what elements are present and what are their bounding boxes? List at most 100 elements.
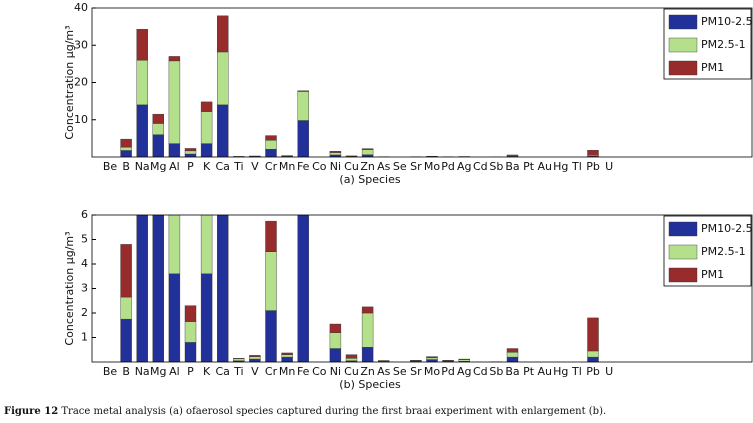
bar-segment xyxy=(200,101,213,112)
x-tick-label: Cu xyxy=(344,160,359,173)
bar-segment xyxy=(265,251,277,311)
x-tick-label: Ag xyxy=(457,160,472,173)
chart: Be B Na Mg Al P K Ca Ti V Cr Mn Fe Co Ni Cu Zn As Se Sr Mo Pd… xyxy=(63,0,753,391)
bar-segment xyxy=(426,357,438,360)
x-tick-label: Pt xyxy=(523,365,535,378)
bar-segment xyxy=(152,123,165,135)
plot-frame xyxy=(91,7,753,158)
legend-label: PM1 xyxy=(701,268,724,281)
bar-segment xyxy=(184,342,197,362)
x-tick-label: V xyxy=(251,160,259,173)
bar-segment xyxy=(201,0,212,63)
x-tick-label: Au xyxy=(537,365,552,378)
legend-label: PM10-2.5 xyxy=(701,222,753,235)
x-tick-label: As xyxy=(377,160,391,173)
x-tick-label: B xyxy=(122,160,130,173)
x-tick-label: Be xyxy=(103,160,118,173)
bar-segment xyxy=(216,215,229,362)
caption-label: Figure 12 xyxy=(4,406,58,417)
x-tick-label: Sb xyxy=(489,160,503,173)
bar-segment xyxy=(587,150,599,156)
bar-segment xyxy=(184,305,197,322)
bar-segment xyxy=(345,155,358,157)
x-tick-label: Ca xyxy=(215,160,229,173)
bar-segment xyxy=(136,29,148,61)
y-tick-label: 40 xyxy=(74,1,88,14)
bar-segment xyxy=(345,354,358,359)
x-tick-label: Mo xyxy=(424,160,440,173)
x-tick-label: K xyxy=(203,365,211,378)
bar-segment xyxy=(233,358,245,361)
x-tick-label: Na xyxy=(135,160,150,173)
bar-segment xyxy=(265,148,277,157)
legend-swatch xyxy=(668,267,698,283)
bar-segment xyxy=(136,104,148,157)
bar-segment xyxy=(200,143,213,157)
x-tick-label: Ni xyxy=(330,160,341,173)
y-axis-label: Concentration µg/m³ xyxy=(63,25,76,139)
caption-text: Trace metal analysis (a) ofaerosol speci… xyxy=(61,406,606,417)
bar-segment xyxy=(249,356,261,360)
x-tick-label: Ag xyxy=(457,365,472,378)
bar-segment xyxy=(265,310,277,362)
x-tick-label: Na xyxy=(135,365,150,378)
bars xyxy=(120,0,599,362)
x-tick-label: Se xyxy=(393,160,407,173)
y-tick-label: 3 xyxy=(81,282,88,295)
x-tick-label: Pd xyxy=(441,365,455,378)
x-tick-label: Ni xyxy=(330,365,341,378)
bar-segment xyxy=(120,244,132,298)
bar-segment xyxy=(200,215,213,274)
bar-segment xyxy=(506,356,519,362)
legend-swatch xyxy=(668,14,698,30)
x-tick-label: Co xyxy=(312,160,327,173)
caption: Figure 12 Trace metal analysis (a) ofaer… xyxy=(4,406,606,417)
bar-segment xyxy=(168,273,181,362)
x-tick-label: Cr xyxy=(265,160,278,173)
x-tick-label: Mn xyxy=(279,365,295,378)
bar-segment xyxy=(168,215,181,275)
x-tick-label: U xyxy=(605,365,613,378)
x-tick-label: Tl xyxy=(571,365,582,378)
bar-segment xyxy=(361,148,374,150)
bar-segment xyxy=(506,154,519,156)
x-tick-label: P xyxy=(187,160,194,173)
x-tick-label: Ca xyxy=(215,365,229,378)
x-tick-label: Cu xyxy=(344,365,359,378)
x-tick-label: Mo xyxy=(424,365,440,378)
bar-segment xyxy=(329,323,342,333)
x-tick-label: Hg xyxy=(553,160,568,173)
bar-segment xyxy=(137,0,148,19)
bar-segment xyxy=(184,321,197,343)
x-tick-label: Pt xyxy=(523,160,535,173)
y-tick-label: 10 xyxy=(74,113,88,126)
bar-segment xyxy=(120,146,132,151)
bar-segment xyxy=(329,151,342,153)
bar-segment xyxy=(281,352,293,355)
x-tick-label: Au xyxy=(537,160,552,173)
x-tick-label: Zn xyxy=(360,160,375,173)
x-tick-label: Tl xyxy=(571,160,582,173)
legend-label: PM2.5-1 xyxy=(701,245,746,258)
bar-segment xyxy=(361,149,374,155)
x-tick-label: Ba xyxy=(505,160,519,173)
bar-segment xyxy=(345,358,358,361)
y-tick-label: 2 xyxy=(81,306,88,319)
legend-swatch xyxy=(668,60,698,76)
x-tick-label: Fe xyxy=(297,365,310,378)
bar-segment xyxy=(587,317,599,352)
bar-segment xyxy=(361,312,374,348)
x-axis-label: (b) Species xyxy=(339,378,401,391)
x-tick-label: V xyxy=(251,365,259,378)
legend-label: PM2.5-1 xyxy=(701,38,746,51)
y-tick-label: 5 xyxy=(81,233,88,246)
bar-segment xyxy=(152,113,165,124)
bar-segment xyxy=(120,150,132,157)
bar-segment xyxy=(297,90,309,92)
legend-label: PM1 xyxy=(701,61,724,74)
legend-swatch xyxy=(668,37,698,53)
bar-segment xyxy=(184,150,197,155)
x-tick-label: Co xyxy=(312,365,327,378)
bar-segment xyxy=(329,348,342,362)
